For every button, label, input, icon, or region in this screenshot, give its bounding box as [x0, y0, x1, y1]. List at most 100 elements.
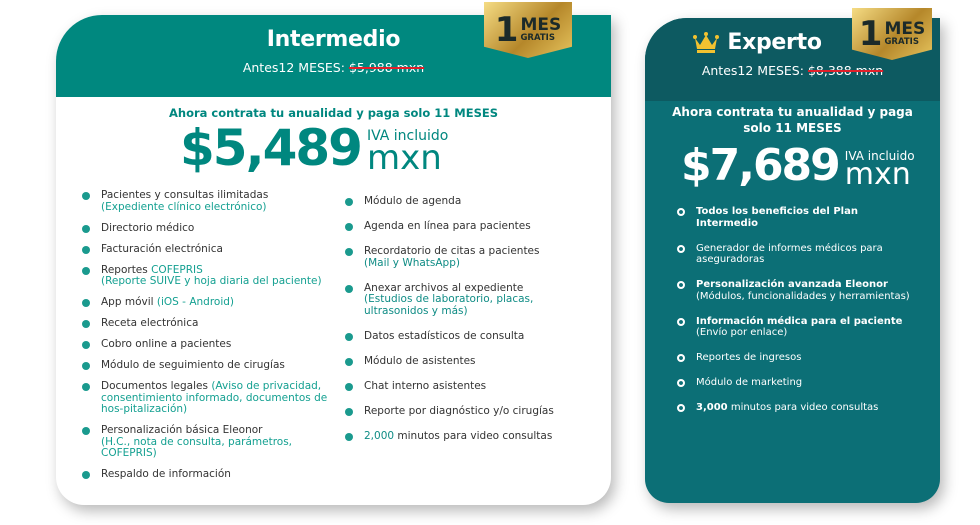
feature-detail: (Expediente clínico electrónico) [101, 200, 267, 213]
previous-price-value: $5,988 mxn [348, 60, 425, 75]
feature-item: Todos los beneficios del Plan Intermedio [677, 206, 917, 229]
feature-item: Anexar archivos al expediente (Estudios … [345, 281, 595, 318]
feature-text: Recordatorio de citas a pacientes [364, 245, 540, 257]
bullet-icon [345, 407, 353, 416]
feature-item: 2,000 minutos para video consultas [345, 429, 595, 443]
bullet-icon [345, 284, 353, 293]
plan-title: Experto [727, 30, 822, 55]
previous-price: Antes12 MESES: $5,988 mxn [56, 60, 611, 75]
badge-sub: GRATIS [520, 33, 555, 44]
currency: mxn [366, 138, 442, 178]
plan-header: Experto Antes12 MESES: $8,388 mxn [645, 18, 940, 101]
feature-item: Reportes de ingresos [677, 352, 917, 364]
feature-highlight: Todos los beneficios del Plan Intermedio [696, 206, 858, 229]
tax-note: IVA incluido [366, 128, 449, 144]
feature-item: Agenda en línea para pacientes [345, 220, 595, 233]
feature-text: minutos para video consultas [397, 429, 553, 442]
bullet-icon [677, 281, 685, 289]
bullet-icon [82, 362, 90, 370]
bullet-icon [82, 192, 90, 200]
feature-item: Chat interno asistentes [345, 379, 595, 393]
feature-detail: (Estudios de laboratorio, placas, ultras… [364, 293, 534, 317]
bullet-icon [677, 317, 685, 326]
bullet-icon [677, 404, 685, 412]
offer-text: Ahora contrata tu anualidad y paga solo … [168, 106, 499, 120]
feature-note: COFEPRIS [151, 263, 203, 276]
feature-highlight: Información médica para el paciente [696, 315, 903, 327]
feature-detail: (H.C., nota de consulta, parámetros, COF… [101, 435, 293, 459]
feature-item: Personalización básica Eleonor (H.C., no… [82, 424, 332, 460]
feature-text: Respaldo de información [101, 468, 231, 480]
feature-text: Datos estadísticos de consulta [364, 329, 525, 342]
badge-word: MES [884, 19, 926, 40]
feature-text: Módulo de marketing [696, 377, 803, 388]
feature-list-col1: Pacientes y consultas ilimitadas (Expedi… [82, 189, 332, 490]
feature-text: Documentos legales [101, 380, 208, 392]
feature-item: Módulo de agenda [345, 195, 595, 208]
feature-item: Facturación electrónica [82, 242, 332, 256]
plan-title: Intermedio [266, 27, 401, 52]
badge-sub: GRATIS [884, 37, 919, 48]
feature-item: 3,000 minutos para video consultas [677, 402, 917, 414]
feature-highlight: 3,000 [696, 402, 728, 413]
feature-item: Reportes COFEPRIS (Reporte SUIVE y hoja … [82, 263, 332, 288]
bullet-icon [345, 357, 353, 366]
feature-text: Personalización básica Eleonor [101, 424, 263, 436]
feature-item: Cobro online a pacientes [82, 338, 332, 351]
feature-text: Pacientes y consultas ilimitadas [101, 189, 269, 201]
feature-text: Receta electrónica [101, 317, 199, 329]
bullet-icon [677, 354, 685, 362]
feature-item: Receta electrónica [82, 317, 332, 330]
bullet-icon [345, 332, 353, 341]
bullet-icon [82, 341, 90, 349]
feature-text: Reporte por diagnóstico y/o cirugías [364, 404, 554, 417]
feature-list-col2: Módulo de agenda Agenda en línea para pa… [345, 195, 595, 456]
feature-item: Recordatorio de citas a pacientes (Mail … [345, 245, 595, 269]
feature-text: Anexar archivos al expediente [364, 281, 524, 294]
feature-text: Directorio médico [101, 221, 195, 234]
plan-card-experto: Experto Antes12 MESES: $8,388 mxn Ahora … [645, 18, 940, 503]
bullet-icon [345, 248, 353, 256]
bullet-icon [82, 266, 90, 275]
bullet-icon [82, 471, 90, 479]
bullet-icon [82, 320, 90, 328]
bullet-icon [82, 427, 90, 435]
feature-detail: (Mail y WhatsApp) [364, 256, 460, 269]
bullet-icon [82, 299, 90, 307]
feature-item: Reporte por diagnóstico y/o cirugías [345, 404, 595, 418]
bullet-icon [677, 208, 685, 216]
tax-note: IVA incluido [844, 149, 915, 163]
feature-note: (iOS - Android) [156, 296, 235, 308]
previous-price-label: Antes12 MESES: [242, 60, 345, 75]
feature-item: Personalización avanzada Eleonor (Módulo… [677, 279, 917, 302]
feature-note: (Aviso de privacidad, consentimiento inf… [101, 380, 328, 415]
feature-text: Facturación electrónica [101, 242, 223, 255]
feature-text: Módulo de seguimiento de cirugías [101, 359, 285, 371]
currency: mxn [844, 157, 911, 192]
feature-text: Cobro online a pacientes [101, 338, 232, 350]
feature-item: Pacientes y consultas ilimitadas (Expedi… [82, 189, 332, 213]
feature-text: App móvil [101, 296, 154, 308]
feature-detail: (Reporte SUIVE y hoja diaria del pacient… [101, 275, 322, 287]
feature-text: Módulo de agenda [364, 195, 462, 207]
feature-highlight: 2,000 [364, 429, 395, 442]
previous-price-label: Antes12 MESES: [701, 63, 804, 78]
bullet-icon [345, 382, 353, 391]
bullet-icon [677, 379, 685, 387]
feature-detail: (Módulos, funcionalidades y herramientas… [696, 290, 910, 302]
previous-price-value: $8,388 mxn [807, 63, 884, 78]
feature-list-experto: Todos los beneficios del Plan Intermedio… [677, 206, 917, 427]
feature-item: App móvil (iOS - Android) [82, 296, 332, 309]
feature-item: Módulo de marketing [677, 377, 917, 389]
feature-text: Chat interno asistentes [364, 379, 487, 392]
crown-icon [693, 31, 720, 53]
bullet-icon [345, 198, 353, 206]
feature-item: Generador de informes médicos para asegu… [677, 243, 917, 266]
badge-number: 1 [858, 14, 883, 54]
feature-item: Información médica para el paciente (Env… [677, 316, 917, 339]
feature-item: Módulo de seguimiento de cirugías [82, 359, 332, 372]
bullet-icon [82, 383, 90, 391]
feature-item: Respaldo de información [82, 468, 332, 481]
previous-price: Antes12 MESES: $8,388 mxn [645, 63, 940, 78]
offer-text: Ahora contrata tu anualidad y paga solo … [672, 105, 913, 135]
